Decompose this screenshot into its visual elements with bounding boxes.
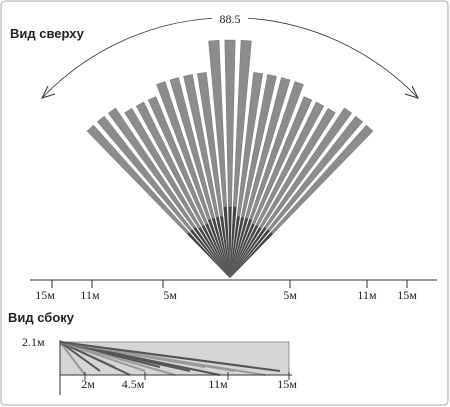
beam-inner <box>216 216 230 278</box>
beam-inner <box>230 219 253 278</box>
scale-label: 11м <box>357 288 377 302</box>
scale-label: 15м <box>35 288 55 302</box>
distance-label: 11м <box>208 377 228 391</box>
side-beam <box>59 341 281 372</box>
beam-inner <box>228 206 232 278</box>
beam-inner <box>198 227 230 278</box>
distance-label: 2м <box>81 377 95 391</box>
scale-label: 15м <box>397 288 417 302</box>
angle-label: 88.5 <box>220 12 241 26</box>
beam-inner <box>223 206 230 278</box>
beam-inner <box>190 229 230 278</box>
distance-label: 15м <box>277 377 297 391</box>
scale-label: 5м <box>283 288 297 302</box>
beam-inner <box>230 216 244 278</box>
scale-label: 11м <box>80 288 100 302</box>
beam-inner <box>230 227 262 278</box>
beam-inner <box>230 216 240 278</box>
beam-inner <box>230 232 273 278</box>
beam-inner <box>211 217 230 278</box>
side-beam <box>59 341 176 376</box>
scale: 15м 11м 5м 5м 11м 15м <box>35 280 417 302</box>
side-view: 2м 4.5м 11м 15м <box>59 340 297 395</box>
side-view-title: Вид сбоку <box>8 310 75 325</box>
beam-inner <box>187 232 230 278</box>
beam-inner <box>205 223 230 278</box>
beam-inner <box>230 226 267 278</box>
beam-inner <box>207 219 230 278</box>
beam-inner <box>201 225 230 278</box>
side-beam <box>59 341 221 376</box>
side-beam <box>59 341 86 376</box>
beam-inner <box>230 206 237 278</box>
beam-inner <box>193 226 230 278</box>
angle-bg <box>212 10 248 26</box>
distance-label: 4.5м <box>122 377 145 391</box>
height-label: 2.1м <box>22 335 45 349</box>
beam-inner <box>230 229 270 278</box>
arc-arrows <box>41 85 419 99</box>
beam-inner <box>220 216 230 278</box>
scale-label: 5м <box>163 288 177 302</box>
side-beam <box>59 341 101 372</box>
beam-inner <box>230 225 259 278</box>
top-view-fan <box>86 39 374 279</box>
top-view-title: Вид сверху <box>10 26 85 41</box>
beam-inner <box>230 223 255 278</box>
side-beam <box>59 341 131 376</box>
beam <box>224 39 236 279</box>
beam-inner <box>230 217 249 278</box>
